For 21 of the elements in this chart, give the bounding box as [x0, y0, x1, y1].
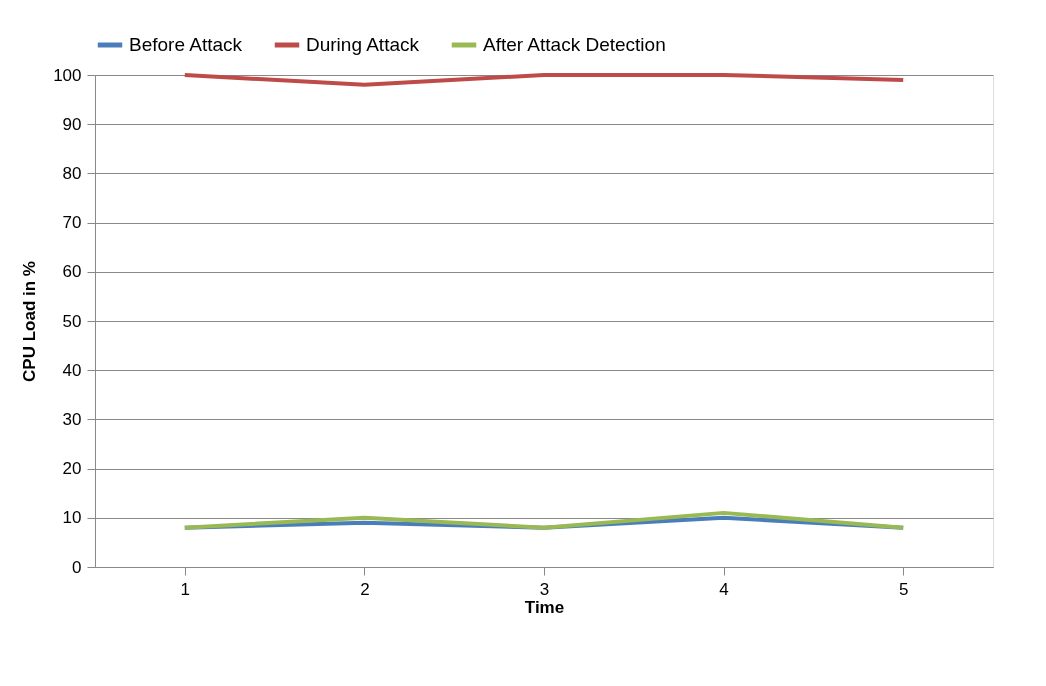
- legend-label: Before Attack: [129, 34, 243, 55]
- y-tick-label: 0: [72, 557, 82, 577]
- y-tick-label: 30: [62, 409, 82, 429]
- legend-label: During Attack: [306, 34, 420, 55]
- y-tick-label: 40: [62, 360, 82, 380]
- legend-label: After Attack Detection: [483, 34, 666, 55]
- x-tick-label: 4: [719, 579, 729, 599]
- y-tick-label: 60: [62, 262, 82, 282]
- x-tick-label: 5: [898, 579, 909, 599]
- y-tick-label: 80: [62, 163, 82, 183]
- x-axis-title: Time: [524, 597, 565, 617]
- x-tick-label: 3: [539, 579, 550, 599]
- x-tick-label: 2: [360, 579, 370, 599]
- y-tick-label: 10: [62, 508, 82, 528]
- y-tick-label: 20: [62, 459, 82, 479]
- y-tick-label: 50: [62, 311, 82, 331]
- y-tick-label: 90: [62, 114, 82, 134]
- y-axis-title: CPU Load in %: [20, 261, 40, 382]
- x-tick-label: 1: [180, 579, 191, 599]
- y-tick-label: 100: [53, 65, 82, 85]
- y-tick-label: 70: [62, 213, 82, 233]
